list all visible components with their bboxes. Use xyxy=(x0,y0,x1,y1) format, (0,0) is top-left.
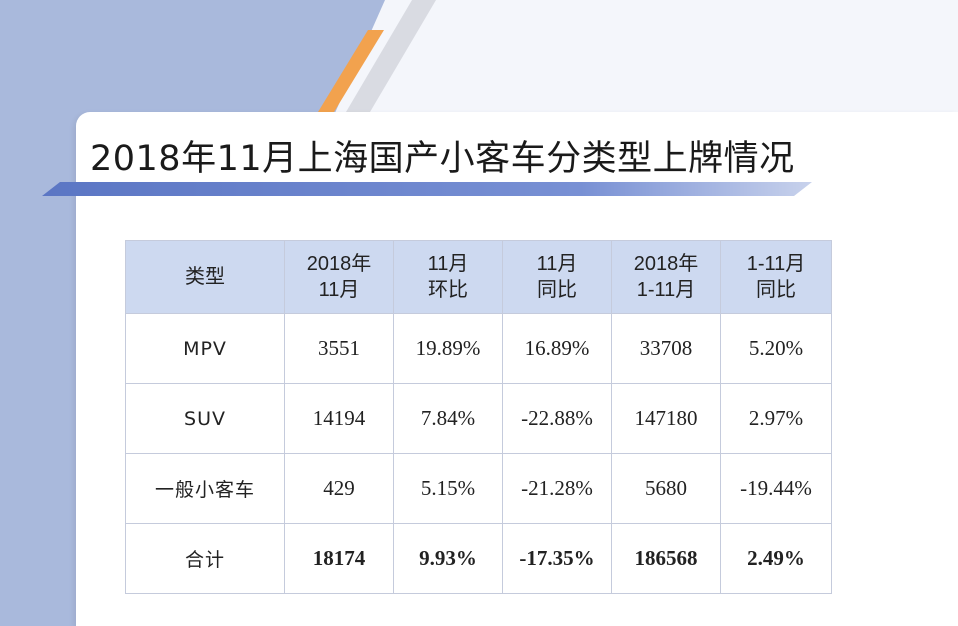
cell-value: -17.35% xyxy=(502,523,612,594)
header-type: 类型 xyxy=(125,240,285,314)
cell-value: 2.97% xyxy=(720,383,832,454)
cell-type: MPV xyxy=(125,313,285,384)
cell-type: 合计 xyxy=(125,523,285,594)
cell-value: 5680 xyxy=(611,453,721,524)
title-underline-bar xyxy=(42,182,812,196)
cell-value: 19.89% xyxy=(393,313,503,384)
cell-value: 186568 xyxy=(611,523,721,594)
cell-value: -21.28% xyxy=(502,453,612,524)
cell-value: 14194 xyxy=(284,383,394,454)
table-total-row: 合计 18174 9.93% -17.35% 186568 2.49% xyxy=(125,523,832,594)
cell-value: 7.84% xyxy=(393,383,503,454)
cell-value: 3551 xyxy=(284,313,394,384)
page-title: 2018年11月上海国产小客车分类型上牌情况 xyxy=(90,139,795,179)
cell-value: 9.93% xyxy=(393,523,503,594)
table-row: SUV 14194 7.84% -22.88% 147180 2.97% xyxy=(125,383,832,454)
header-nov-mom: 11月 环比 xyxy=(393,240,503,314)
table-row: 一般小客车 429 5.15% -21.28% 5680 -19.44% xyxy=(125,453,832,524)
cell-value: 33708 xyxy=(611,313,721,384)
header-2018-nov: 2018年 11月 xyxy=(284,240,394,314)
cell-value: 2.49% xyxy=(720,523,832,594)
cell-value: 18174 xyxy=(284,523,394,594)
header-jan-nov-yoy: 1-11月 同比 xyxy=(720,240,832,314)
cell-type: 一般小客车 xyxy=(125,453,285,524)
cell-type: SUV xyxy=(125,383,285,454)
cell-value: 429 xyxy=(284,453,394,524)
table-header-row: 类型 2018年 11月 11月 环比 11月 同比 2018年 1-11月 1-11月… xyxy=(125,240,832,314)
cell-value: -22.88% xyxy=(502,383,612,454)
header-nov-yoy: 11月 同比 xyxy=(502,240,612,314)
registration-table: 类型 2018年 11月 11月 环比 11月 同比 2018年 1-11月 1-11月… xyxy=(125,240,832,594)
header-2018-jan-nov: 2018年 1-11月 xyxy=(611,240,721,314)
cell-value: -19.44% xyxy=(720,453,832,524)
cell-value: 147180 xyxy=(611,383,721,454)
cell-value: 5.20% xyxy=(720,313,832,384)
table-row: MPV 3551 19.89% 16.89% 33708 5.20% xyxy=(125,313,832,384)
cell-value: 16.89% xyxy=(502,313,612,384)
cell-value: 5.15% xyxy=(393,453,503,524)
